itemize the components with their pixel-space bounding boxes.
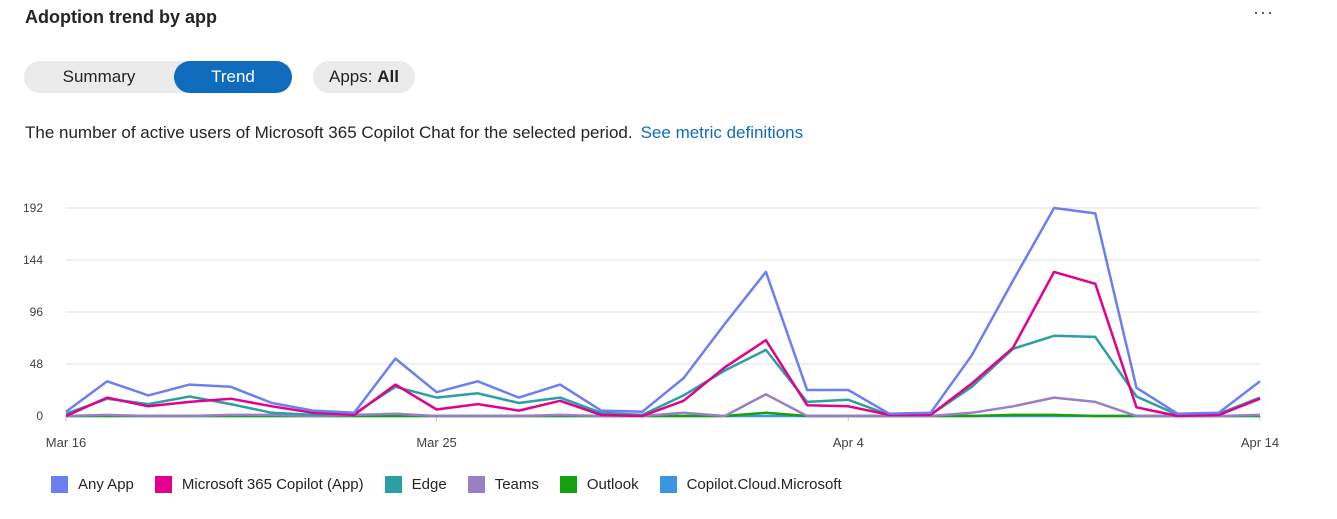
legend-swatch — [384, 476, 402, 493]
metric-definitions-link[interactable]: See metric definitions — [640, 123, 804, 142]
legend-item[interactable]: Edge — [384, 476, 447, 493]
legend-item[interactable]: Copilot.Cloud.Microsoft — [659, 476, 842, 493]
y-tick-label: 96 — [30, 305, 44, 319]
series-line-microsoft-365-copilot-app-[interactable] — [65, 270, 1261, 418]
apps-filter-value: All — [377, 67, 399, 86]
view-toggle: Summary Trend — [24, 61, 292, 93]
chart-series — [65, 206, 1261, 418]
legend-swatch — [154, 476, 172, 493]
legend-swatch — [467, 476, 485, 493]
legend-swatch — [559, 476, 577, 493]
legend-label: Teams — [494, 476, 539, 493]
apps-filter-button[interactable]: Apps: All — [313, 61, 415, 93]
legend-label: Outlook — [586, 476, 639, 493]
tab-summary[interactable]: Summary — [62, 67, 136, 86]
legend-label: Any App — [78, 476, 134, 493]
legend-swatch — [51, 476, 68, 493]
y-tick-label: 0 — [36, 409, 43, 423]
series-line-any-app[interactable] — [65, 206, 1261, 416]
card-title: Adoption trend by app — [25, 7, 217, 27]
x-tick-label: Mar 16 — [46, 435, 86, 450]
chart-description: The number of active users of Microsoft … — [25, 123, 803, 143]
y-tick-label: 144 — [23, 253, 43, 267]
x-tick-label: Apr 4 — [833, 435, 864, 450]
legend-item[interactable]: Teams — [467, 476, 539, 493]
legend-label: Microsoft 365 Copilot (App) — [181, 476, 364, 493]
legend-item[interactable]: Any App — [51, 476, 134, 493]
y-tick-label: 192 — [23, 201, 43, 215]
chart-legend: Any App Microsoft 365 Copilot (App) Edge Te… — [51, 476, 863, 493]
legend-item[interactable]: Outlook — [559, 476, 639, 493]
legend-label: Edge — [411, 476, 447, 493]
legend-swatch — [659, 476, 677, 493]
tab-trend[interactable]: Trend — [174, 61, 292, 93]
description-text: The number of active users of Microsoft … — [25, 123, 633, 142]
y-tick-label: 48 — [30, 357, 44, 371]
more-options-icon[interactable]: ··· — [1253, 2, 1274, 22]
x-axis: Mar 16 Mar 25 Apr 4 Apr 14 — [46, 416, 1279, 450]
x-tick-label: Apr 14 — [1241, 435, 1279, 450]
trend-chart: 0 48 96 144 192 Mar 16 Mar 25 Apr 4 Apr 14 — [23, 201, 1279, 450]
legend-label: Copilot.Cloud.Microsoft — [686, 476, 842, 493]
y-axis: 0 48 96 144 192 — [23, 201, 43, 423]
series-line-edge[interactable] — [65, 334, 1261, 417]
apps-filter-label: Apps: — [329, 67, 373, 86]
chart-gridlines — [66, 207, 1260, 417]
series-line-teams[interactable] — [65, 393, 1261, 418]
x-tick-label: Mar 25 — [416, 435, 456, 450]
legend-item[interactable]: Microsoft 365 Copilot (App) — [154, 476, 364, 493]
